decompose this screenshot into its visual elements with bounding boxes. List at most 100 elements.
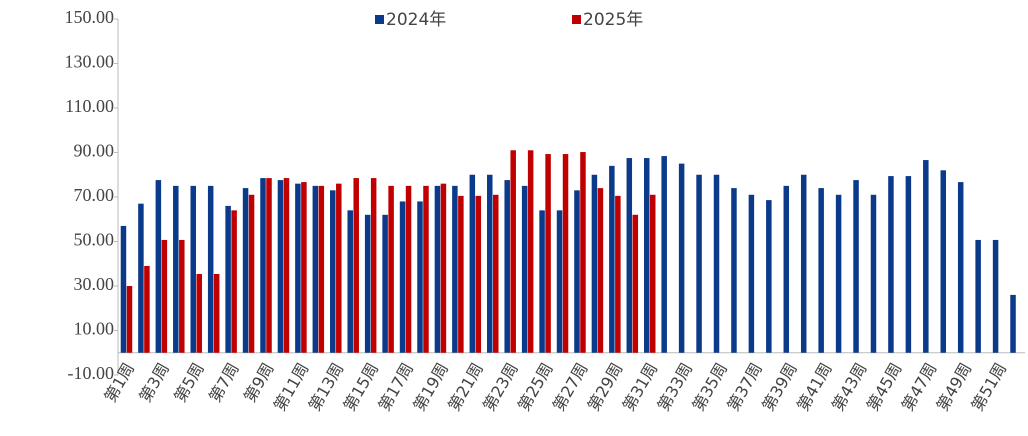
bar [312, 185, 319, 353]
y-tick-label: 130.00 [65, 52, 115, 72]
bar [597, 188, 604, 353]
legend-swatch [572, 15, 581, 24]
bar [1010, 294, 1016, 353]
y-tick-label: 110.00 [65, 96, 114, 116]
bar [731, 188, 737, 353]
bar [521, 185, 528, 353]
bar [591, 174, 598, 353]
bar [399, 201, 406, 353]
bar [475, 195, 482, 353]
bar [126, 286, 133, 353]
y-tick-label: 70.00 [74, 185, 115, 205]
bar [458, 195, 464, 353]
bar [196, 273, 202, 353]
x-tick-label: 第5周 [170, 360, 208, 406]
bar [120, 225, 127, 353]
bar [283, 178, 290, 353]
bar [225, 205, 231, 353]
bar [661, 156, 667, 353]
bar [347, 210, 353, 353]
bar [266, 178, 272, 353]
bar [301, 182, 307, 353]
bar [487, 174, 493, 353]
bar [190, 185, 196, 353]
x-tick-label: 第51周 [968, 360, 1011, 415]
bar [853, 180, 859, 353]
bar [626, 158, 633, 353]
bar [144, 265, 150, 353]
bar [556, 210, 563, 353]
y-tick-label: 30.00 [74, 274, 115, 294]
bar [527, 150, 534, 353]
bar [434, 185, 441, 353]
bar [888, 176, 894, 353]
bar [783, 185, 790, 353]
x-tick-label: 第9周 [240, 360, 278, 406]
bar [923, 160, 929, 353]
bar [452, 185, 458, 353]
legend-label: 2024年 [386, 10, 446, 30]
bar [940, 170, 947, 353]
bar [440, 183, 447, 353]
y-tick-label: 90.00 [74, 141, 115, 161]
bar [870, 194, 877, 353]
y-tick-label: 50.00 [74, 230, 115, 250]
bar [155, 180, 162, 353]
bar [905, 176, 912, 353]
bar [510, 150, 516, 353]
bar [493, 194, 499, 353]
bar [678, 163, 685, 353]
bar [423, 185, 429, 353]
bar [138, 203, 144, 353]
bar [248, 194, 255, 353]
bar [388, 185, 394, 353]
legend-swatch [375, 15, 384, 24]
bar [231, 210, 237, 353]
bar [318, 185, 325, 353]
y-tick-label: 150.00 [65, 7, 115, 27]
bar [161, 239, 168, 353]
bar [539, 210, 545, 353]
bar [364, 214, 371, 353]
bar [766, 200, 772, 353]
bar [353, 178, 359, 353]
bar [173, 185, 179, 353]
bar [330, 190, 336, 353]
bar [696, 174, 702, 353]
bar [713, 174, 720, 353]
x-tick-label: 第7周 [205, 360, 243, 406]
bar [818, 188, 824, 353]
bar [649, 194, 656, 353]
x-tick-label: 第3周 [135, 360, 173, 406]
y-tick-label: 10.00 [74, 319, 115, 339]
bar [179, 239, 185, 353]
bar [417, 201, 423, 353]
bar [207, 185, 214, 353]
bar [643, 158, 650, 353]
bar [574, 190, 580, 353]
bar [609, 165, 615, 353]
bar [957, 182, 964, 353]
bar [545, 154, 551, 353]
bar [580, 152, 586, 353]
bar [382, 214, 388, 353]
bar [405, 185, 412, 353]
bar [295, 183, 301, 353]
y-tick-label: -10.00 [68, 363, 115, 383]
bar [370, 178, 377, 353]
bar [336, 183, 342, 353]
bar [260, 178, 266, 353]
bar [615, 195, 621, 353]
bar [504, 180, 510, 353]
bar [213, 273, 220, 353]
bar [632, 214, 639, 353]
bar [562, 154, 569, 353]
legend-label: 2025年 [583, 10, 643, 30]
bar [748, 194, 755, 353]
bar [469, 174, 476, 353]
bar [800, 174, 807, 353]
bar [835, 194, 842, 353]
bar [992, 239, 999, 353]
bar [975, 239, 981, 353]
